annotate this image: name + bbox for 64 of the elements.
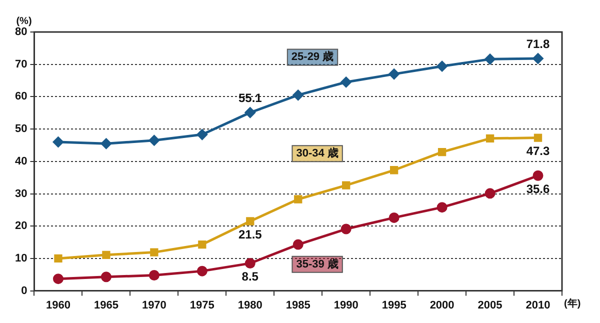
point: [436, 202, 448, 213]
y-tick-label: 50: [14, 123, 28, 136]
point: [388, 212, 400, 223]
point: [486, 134, 494, 143]
data-label: 47.3: [526, 144, 550, 158]
point: [342, 181, 350, 190]
point: [390, 166, 398, 174]
point: [150, 248, 158, 256]
y-tick-label: 0: [21, 284, 28, 297]
text: 30-34 歳: [296, 146, 338, 160]
x-tick-label: 2010: [526, 299, 550, 312]
point: [244, 258, 256, 269]
point: [340, 76, 352, 88]
point: [54, 254, 62, 263]
point: [196, 266, 208, 276]
data-label: 55.1: [238, 90, 262, 105]
point: [388, 68, 400, 80]
point: [484, 188, 496, 199]
x-tick-label: 1980: [238, 299, 262, 312]
point: [196, 129, 208, 140]
point: [246, 217, 254, 226]
point: [438, 148, 446, 156]
point: [436, 61, 448, 72]
x-tick-label: 2005: [478, 299, 502, 312]
point: [532, 53, 544, 64]
y-tick-label: 70: [14, 58, 28, 70]
point: [148, 270, 160, 281]
x-tick-label: 1970: [142, 299, 166, 312]
y-tick-label: 30: [14, 188, 28, 200]
series-label: 25-29 歳: [291, 50, 334, 64]
data-label: 21.5: [238, 228, 262, 242]
point: [198, 240, 206, 249]
series-label: 35-39 歳: [296, 257, 338, 270]
point: [100, 272, 112, 282]
point: [534, 134, 542, 142]
point: [340, 224, 352, 234]
point: [244, 107, 256, 118]
y-axis-title: (%): [16, 16, 32, 27]
point: [292, 239, 304, 250]
x-tick-label: 1990: [334, 299, 358, 312]
point: [52, 274, 64, 284]
x-tick-label: 1965: [94, 299, 118, 312]
x-tick-label: 1995: [382, 299, 406, 312]
x-tick-label: 1960: [46, 299, 70, 312]
point: [532, 170, 544, 181]
y-tick-label: 40: [14, 155, 28, 168]
point: [100, 138, 112, 149]
y-tick-label: 10: [14, 252, 28, 264]
point: [102, 250, 110, 259]
x-tick-label: 1985: [286, 299, 310, 312]
data-label: 71.8: [526, 36, 550, 51]
y-tick-label: 20: [14, 220, 28, 232]
x-tick-label: 1975: [190, 299, 214, 312]
point: [148, 135, 160, 146]
x-tick-label: 2000: [430, 299, 454, 312]
x-axis-title: (年): [564, 298, 581, 310]
point: [294, 195, 302, 204]
y-tick-label: 80: [14, 26, 28, 38]
point: [484, 54, 496, 64]
point: [292, 90, 304, 100]
point: [52, 136, 64, 148]
data-label: 35.6: [526, 182, 550, 196]
data-label: 8.5: [242, 270, 259, 284]
y-tick-label: 60: [14, 90, 28, 103]
